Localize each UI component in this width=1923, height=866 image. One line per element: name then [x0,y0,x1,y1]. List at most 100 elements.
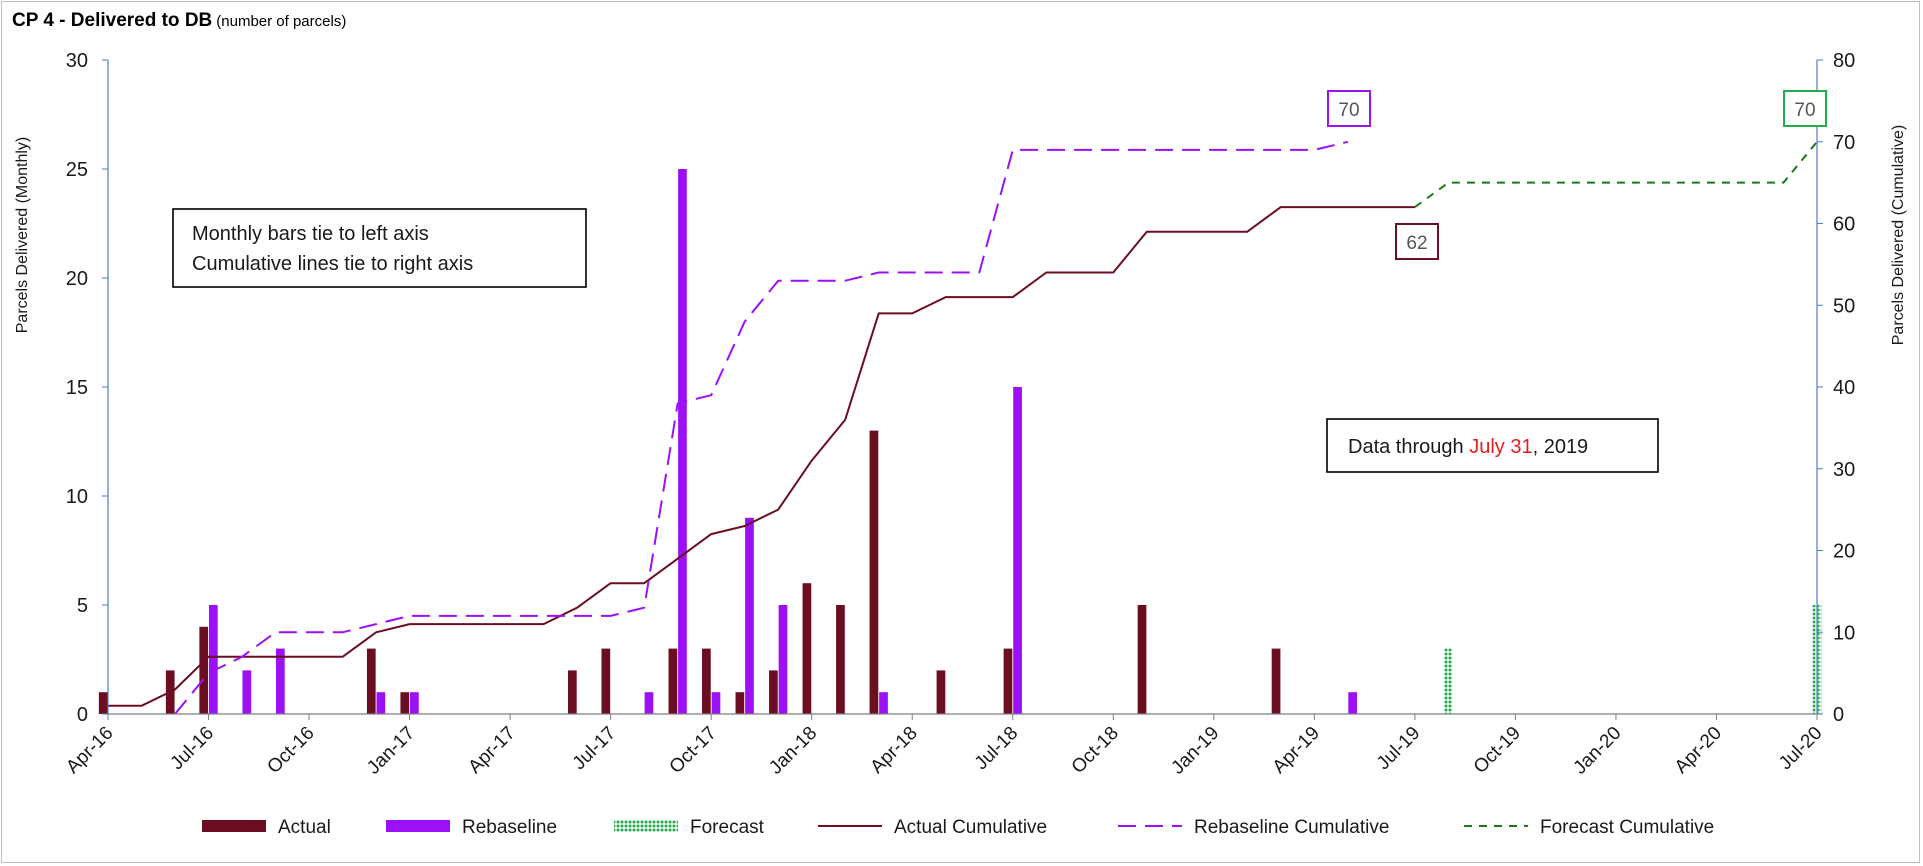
actual-cumulative-line [108,206,1415,707]
x-tick-label: Jan-17 [363,723,419,779]
x-tick-label: Jan-18 [765,723,821,779]
actual-bar [702,648,711,714]
rebaseline-end-value: 70 [1338,100,1359,121]
y-left-tick-label: 25 [66,159,88,181]
forecast-bar [1444,648,1453,714]
axes-note-line1: Monthly bars tie to left axis [192,223,429,245]
legend-item-forecast: Forecast [614,817,765,838]
rebaseline-bar [745,517,754,714]
x-tick-label: Jan-19 [1167,723,1223,779]
rebaseline-bar [275,648,285,714]
y-axis-left-label: Parcels Delivered (Monthly) [14,137,31,334]
axes-note-box: Monthly bars tie to left axis Cumulative… [172,208,587,288]
x-tick-label: Oct-18 [1068,723,1123,778]
x-tick-label: Apr-19 [1269,723,1324,778]
y-left-tick-label: 15 [66,377,88,399]
actual-bar [769,670,778,714]
legend-label: Forecast [690,817,765,838]
forecast-end-label: 70 [1783,90,1827,127]
y-right-tick-label: 0 [1833,704,1844,726]
x-tick-label: Apr-20 [1671,723,1726,778]
data-through-box: Data through July 31, 2019 [1326,418,1659,473]
x-tick-label: Jul-20 [1775,723,1826,774]
x-tick-label: Jan-20 [1570,723,1626,779]
rebaseline-bar [711,692,721,714]
y-left-tick-label: 20 [66,268,88,290]
x-tick-label: Jul-16 [167,723,218,774]
legend-item-actual: Actual [202,817,331,838]
actual-bar [735,692,745,714]
legend-label: Rebaseline [462,817,557,838]
legend-item-rebaseline-cumulative: Rebaseline Cumulative [1118,817,1389,838]
y-right-tick-label: 40 [1833,377,1855,399]
axes-layer: 0 5 10 15 20 25 30 0 10 20 30 40 50 60 70 80 Apr-16 Jul-1… [62,50,1855,779]
lines-layer [108,140,1818,715]
data-through-suffix: , 2019 [1533,436,1589,458]
x-tick-label: Jul-19 [1373,723,1424,774]
rebaseline-bar [678,169,687,714]
rebaseline-bar [376,692,386,714]
rebaseline-bar [1013,387,1022,714]
legend-label: Actual [278,817,331,838]
legend-label: Actual Cumulative [894,817,1047,838]
legend-swatch [386,820,450,832]
forecast-end-value: 70 [1794,100,1815,121]
legend-label: Rebaseline Cumulative [1194,817,1389,838]
legend-item-rebaseline: Rebaseline [386,817,557,838]
y-left-tick-label: 5 [77,595,88,617]
rebaseline-bar [242,670,252,714]
rebaseline-bar [879,692,888,714]
y-left-tick-label: 10 [66,486,88,508]
y-right-tick-label: 70 [1833,132,1855,154]
actual-bar [869,430,879,714]
actual-bar [1137,605,1147,714]
chart-title-sub: (number of parcels) [216,13,347,30]
rebaseline-bar [410,692,419,714]
actual-bar [668,648,678,714]
actual-bar [802,583,812,714]
actual-bar [400,692,410,714]
y-right-tick-label: 80 [1833,50,1855,72]
actual-end-value: 62 [1406,233,1427,254]
actual-bar [1003,648,1013,714]
y-axis-right-label: Parcels Delivered (Cumulative) [1890,125,1907,346]
rebaseline-bar [644,692,654,714]
rebaseline-bar [208,605,218,714]
legend-item-forecast-cumulative: Forecast Cumulative [1464,817,1714,838]
actual-bar [1271,648,1281,714]
x-tick-label: Jul-18 [971,723,1022,774]
legend-label: Forecast Cumulative [1540,817,1714,838]
x-tick-label: Apr-18 [867,723,922,778]
x-tick-label: Oct-19 [1470,723,1525,778]
actual-bar [601,648,611,714]
forecast-cumulative-line [1414,141,1818,208]
legend-item-actual-cumulative: Actual Cumulative [818,817,1047,838]
x-tick-label: Oct-16 [263,723,318,778]
x-tick-label: Jul-17 [569,723,620,774]
actual-bar [98,692,108,714]
y-right-tick-label: 10 [1833,622,1855,644]
y-left-tick-label: 30 [66,50,88,72]
data-through-prefix: Data through [1348,436,1469,458]
rebaseline-bar [1348,692,1358,714]
legend-swatch [202,820,266,832]
x-tick-label: Apr-17 [464,723,519,778]
data-through-date: July 31 [1469,436,1532,458]
x-tick-label: Oct-17 [666,723,721,778]
chart-title: CP 4 - Delivered to DB (number of parcels… [12,10,346,32]
rebaseline-cumulative-line [174,140,1349,715]
actual-bar [936,670,946,714]
data-through-text: Data through July 31, 2019 [1348,436,1588,458]
actual-end-label: 62 [1395,223,1439,260]
actual-bar [366,648,376,714]
y-right-tick-label: 60 [1833,214,1855,236]
rebaseline-end-label: 70 [1327,90,1371,127]
chart-title-main: CP 4 - Delivered to DB [12,10,213,31]
y-right-tick-label: 50 [1833,295,1855,317]
legend-swatch [614,820,678,832]
x-tick-label: Apr-16 [62,723,117,778]
y-right-tick-label: 30 [1833,459,1855,481]
y-left-tick-label: 0 [77,704,88,726]
